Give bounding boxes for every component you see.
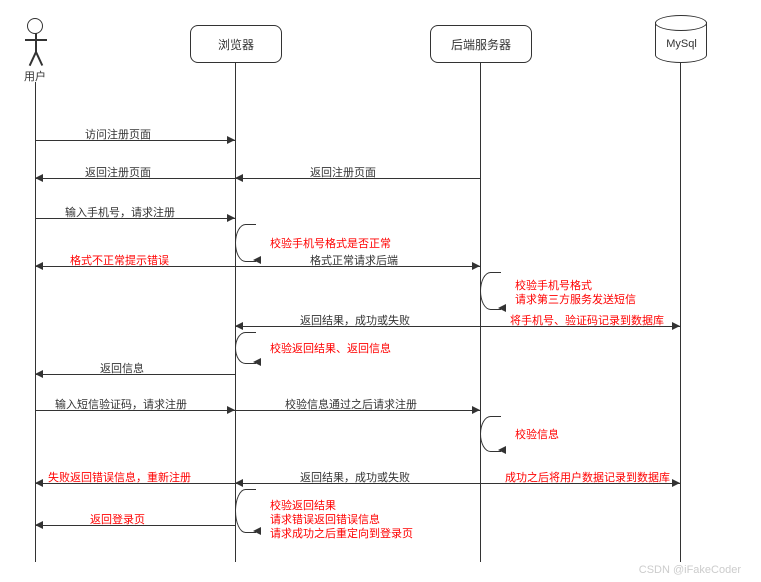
message-label: 将手机号、验证码记录到数据库 [510, 312, 664, 328]
message-label: 返回登录页 [90, 511, 145, 527]
message-label: 格式不正常提示错误 [70, 252, 169, 268]
actor-mysql-label: MySql [655, 38, 708, 50]
actor-backend: 后端服务器 [430, 25, 532, 63]
message-label: 请求第三方服务发送短信 [515, 291, 636, 307]
message-label: 访问注册页面 [85, 126, 151, 142]
message-label: 返回结果，成功或失败 [300, 469, 410, 485]
message-label: 失败返回错误信息，重新注册 [48, 469, 191, 485]
message-label: 校验手机号格式是否正常 [270, 235, 391, 251]
message-label: 返回注册页面 [310, 164, 376, 180]
message-label: 输入短信验证码，请求注册 [55, 396, 187, 412]
message-label: 返回结果，成功或失败 [300, 312, 410, 328]
message-label: 校验信息通过之后请求注册 [285, 396, 417, 412]
message-label: 输入手机号，请求注册 [65, 204, 175, 220]
actor-browser: 浏览器 [190, 25, 282, 63]
message-label: 请求成功之后重定向到登录页 [270, 525, 413, 541]
message-label: 校验信息 [515, 426, 559, 442]
message-label: 成功之后将用户数据记录到数据库 [505, 469, 670, 485]
message-label: 返回信息 [100, 360, 144, 376]
watermark: CSDN @iFakeCoder [639, 564, 741, 576]
message-label: 校验返回结果、返回信息 [270, 340, 391, 356]
message-label: 格式正常请求后端 [310, 252, 398, 268]
message-label: 返回注册页面 [85, 164, 151, 180]
